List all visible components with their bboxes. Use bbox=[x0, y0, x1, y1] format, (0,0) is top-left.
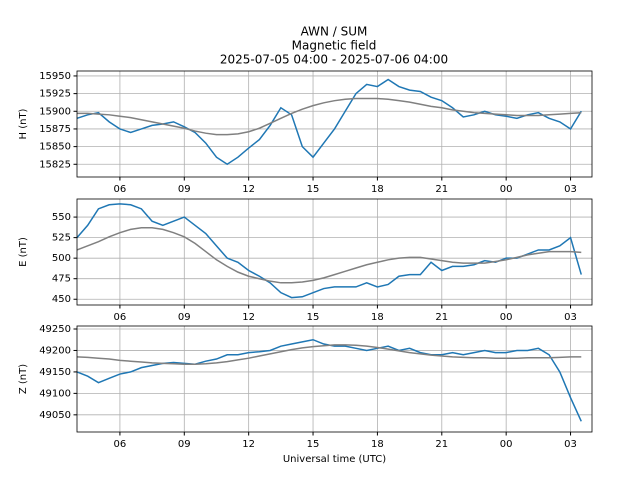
x-tick-label: 12 bbox=[242, 184, 255, 195]
y-tick-label: 49050 bbox=[39, 410, 71, 421]
x-tick-label: 21 bbox=[435, 439, 448, 450]
x-tick-label: 00 bbox=[500, 184, 513, 195]
series-line bbox=[76, 338, 582, 422]
y-tick-label: 525 bbox=[52, 233, 71, 244]
x-tick-label: 18 bbox=[371, 312, 384, 323]
y-tick-label: 550 bbox=[52, 212, 71, 223]
y-axis-label: H (nT) bbox=[18, 108, 29, 139]
x-tick-label: 15 bbox=[307, 312, 320, 323]
x-tick-label: 21 bbox=[435, 184, 448, 195]
y-tick-label: 49200 bbox=[39, 345, 71, 356]
plot-frame bbox=[76, 325, 593, 433]
x-tick-label: 09 bbox=[178, 439, 191, 450]
y-tick-label: 15925 bbox=[39, 89, 71, 100]
y-tick-label: 49250 bbox=[39, 324, 71, 335]
x-tick-label: 06 bbox=[114, 184, 127, 195]
x-tick-label: 15 bbox=[307, 439, 320, 450]
x-tick-label: 09 bbox=[178, 312, 191, 323]
y-tick-label: 15850 bbox=[39, 142, 71, 153]
y-tick-label: 15825 bbox=[39, 159, 71, 170]
plot-frame bbox=[76, 70, 593, 178]
x-tick-label: 21 bbox=[435, 312, 448, 323]
y-tick-label: 15900 bbox=[39, 106, 71, 117]
y-tick-label: 475 bbox=[52, 274, 71, 285]
x-tick-label: 06 bbox=[114, 312, 127, 323]
series-line bbox=[76, 344, 582, 365]
plot-frame bbox=[76, 198, 593, 306]
y-tick-label: 450 bbox=[52, 294, 71, 305]
x-tick-label: 18 bbox=[371, 439, 384, 450]
x-tick-label: 12 bbox=[242, 439, 255, 450]
chart-subtitle: Magnetic field bbox=[292, 39, 377, 53]
x-tick-label: 00 bbox=[500, 439, 513, 450]
x-axis-label: Universal time (UTC) bbox=[283, 454, 386, 465]
x-tick-label: 03 bbox=[564, 312, 577, 323]
x-tick-label: 18 bbox=[371, 184, 384, 195]
x-tick-label: 12 bbox=[242, 312, 255, 323]
y-tick-label: 15950 bbox=[39, 71, 71, 82]
x-tick-label: 00 bbox=[500, 312, 513, 323]
chart-title: AWN / SUM bbox=[301, 25, 368, 39]
series-line bbox=[77, 97, 582, 136]
y-tick-label: 49100 bbox=[39, 388, 71, 399]
x-tick-label: 03 bbox=[564, 439, 577, 450]
series-line bbox=[76, 203, 582, 299]
y-tick-label: 500 bbox=[52, 253, 71, 264]
y-tick-label: 15875 bbox=[39, 124, 71, 135]
y-axis-label: E (nT) bbox=[18, 237, 29, 267]
y-tick-label: 49150 bbox=[39, 367, 71, 378]
y-axis-label: Z (nT) bbox=[18, 364, 29, 394]
x-tick-label: 06 bbox=[114, 439, 127, 450]
x-tick-label: 15 bbox=[307, 184, 320, 195]
chart-period: 2025-07-05 04:00 - 2025-07-06 04:00 bbox=[220, 53, 448, 67]
x-tick-label: 03 bbox=[564, 184, 577, 195]
x-tick-label: 09 bbox=[178, 184, 191, 195]
series-line bbox=[76, 227, 582, 284]
